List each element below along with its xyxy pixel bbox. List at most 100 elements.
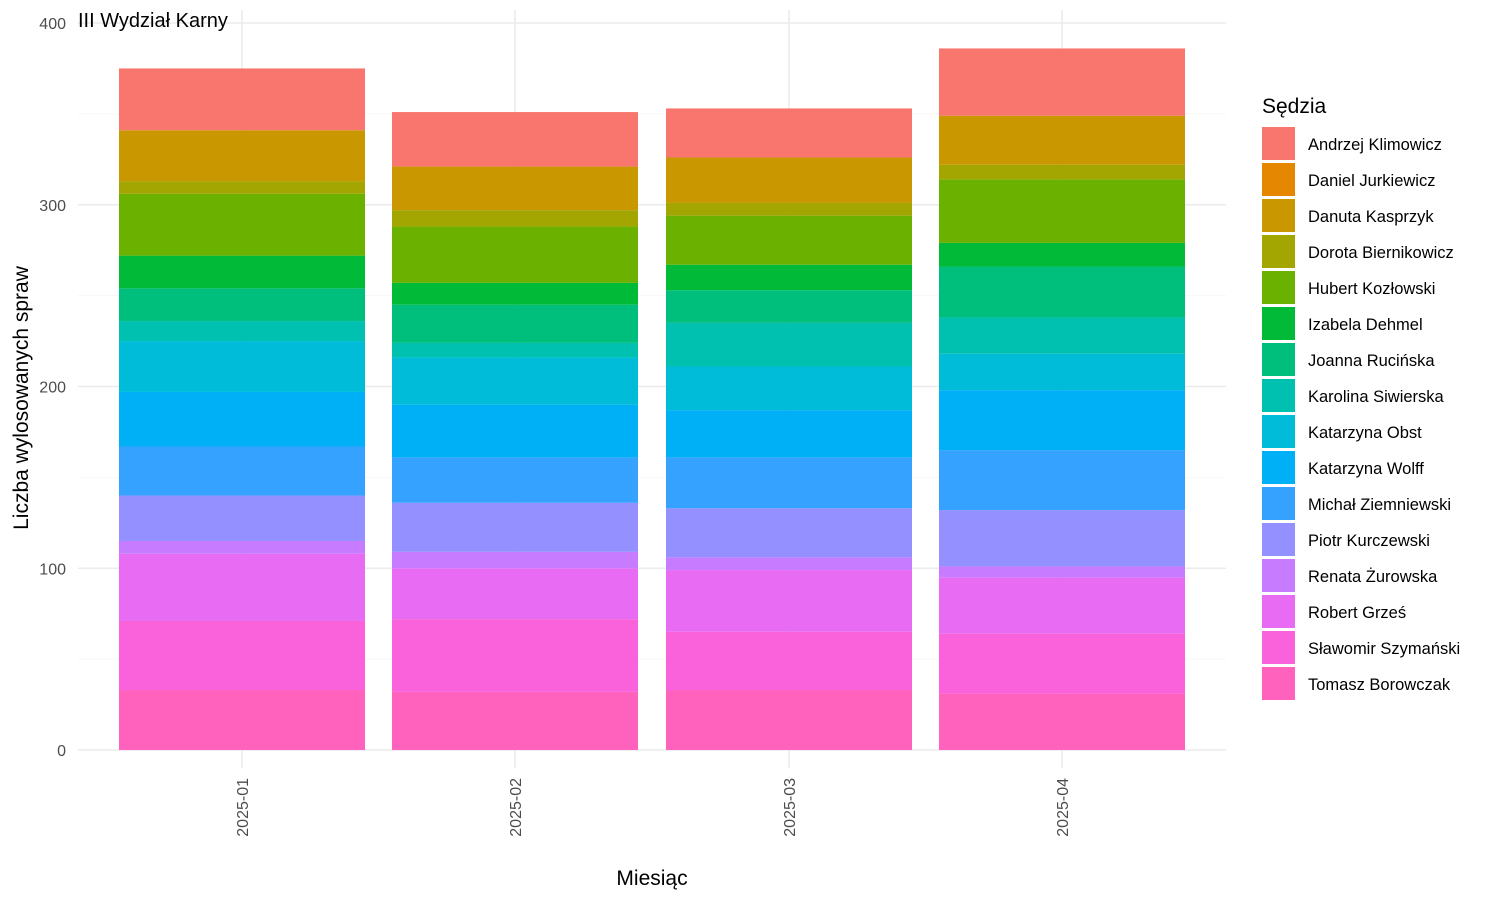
bar-segment: [666, 264, 912, 291]
x-axis-ticks: 2025-01 2025-02 2025-03 2025-04: [235, 778, 1072, 837]
legend-label: Danuta Kasprzyk: [1308, 208, 1434, 226]
bar-segment: [119, 553, 365, 621]
bar-segment: [119, 620, 365, 691]
bar-segment: [392, 551, 638, 569]
bar-segment: [666, 631, 912, 691]
legend-label: Daniel Jurkiewicz: [1308, 172, 1435, 190]
legend-swatch: [1262, 595, 1295, 628]
bar-segment: [119, 193, 365, 256]
y-axis-title: Liczba wylosowanych spraw: [10, 265, 33, 530]
bar-segment: [392, 226, 638, 283]
bar-segment: [119, 690, 365, 750]
bar-segment: [939, 693, 1185, 750]
legend-label: Andrzej Klimowicz: [1308, 136, 1442, 154]
bar-segment: [392, 166, 638, 211]
legend-label: Karolina Siwierska: [1308, 388, 1445, 406]
bar-segment: [666, 366, 912, 411]
bar-segment: [666, 557, 912, 571]
bar-segment: [119, 321, 365, 342]
bar-segment: [666, 322, 912, 367]
legend-label: Izabela Dehmel: [1308, 316, 1423, 334]
x-tick-label: 2025-02: [508, 778, 525, 837]
bar-segment: [392, 112, 638, 167]
bar-segment: [119, 288, 365, 322]
legend-label: Katarzyna Wolff: [1308, 460, 1424, 478]
bar-segment: [666, 508, 912, 558]
bar-segment: [119, 68, 365, 131]
legend-swatch: [1262, 487, 1295, 520]
bar-segment: [939, 450, 1185, 511]
legend-swatch: [1262, 415, 1295, 448]
x-tick-label: 2025-03: [782, 778, 799, 837]
bar-segment: [666, 215, 912, 265]
legend-swatch: [1262, 379, 1295, 412]
legend-swatch: [1262, 631, 1295, 664]
bar-segment: [119, 540, 365, 554]
y-tick-label: 400: [39, 16, 66, 33]
legend-swatch: [1262, 271, 1295, 304]
legend-label: Piotr Kurczewski: [1308, 532, 1430, 550]
legend-swatch: [1262, 559, 1295, 592]
bar-segment: [939, 317, 1185, 354]
bar-segment: [392, 357, 638, 405]
legend-swatch: [1262, 163, 1295, 196]
bar-segment: [666, 690, 912, 750]
bar-segment: [392, 502, 638, 552]
y-axis-ticks: 0 100 200 300 400: [39, 16, 66, 760]
legend-title: Sędzia: [1262, 95, 1327, 118]
bar-segment: [392, 457, 638, 503]
bar-segment: [392, 568, 638, 620]
legend-label: Robert Grześ: [1308, 604, 1406, 622]
bar-segment: [392, 691, 638, 750]
bar-segment: [392, 282, 638, 305]
bar-segment: [392, 619, 638, 692]
bar-segment: [119, 255, 365, 289]
legend-label: Renata Żurowska: [1308, 567, 1438, 586]
bar-segment: [392, 404, 638, 458]
legend-label: Sławomir Szymański: [1308, 640, 1460, 658]
bar-segment: [666, 570, 912, 632]
bar-segment: [392, 210, 638, 227]
y-tick-label: 300: [39, 198, 66, 215]
bar-segment: [666, 410, 912, 458]
legend-swatch: [1262, 451, 1295, 484]
bar-segment: [666, 157, 912, 203]
bar-segment: [119, 181, 365, 194]
bar-segment: [119, 391, 365, 447]
bar-segment: [666, 202, 912, 216]
y-tick-label: 200: [39, 380, 66, 397]
bar-segment: [392, 304, 638, 343]
bar-segment: [939, 48, 1185, 116]
legend-swatch: [1262, 343, 1295, 376]
bar-segment: [666, 457, 912, 509]
legend-swatch: [1262, 523, 1295, 556]
bar-segment: [939, 390, 1185, 451]
legend-swatch: [1262, 667, 1295, 700]
legend-label: Joanna Rucińska: [1308, 352, 1435, 370]
bar-segment: [939, 242, 1185, 267]
chart-title: III Wydział Karny: [78, 10, 228, 32]
x-axis-title: Miesiąc: [616, 867, 687, 890]
legend-swatch: [1262, 307, 1295, 340]
x-tick-label: 2025-04: [1055, 778, 1072, 837]
bar-segment: [939, 633, 1185, 694]
bar-segment: [666, 290, 912, 323]
legend-label: Katarzyna Obst: [1308, 424, 1422, 442]
legend-label: Hubert Kozłowski: [1308, 280, 1435, 298]
legend-swatch: [1262, 199, 1295, 232]
bar-segment: [666, 108, 912, 158]
y-tick-label: 0: [57, 743, 66, 760]
bar-segment: [119, 446, 365, 496]
bar-segment: [119, 495, 365, 541]
bar-segment: [939, 577, 1185, 634]
legend-label: Dorota Biernikowicz: [1308, 244, 1454, 262]
bar-segment: [119, 130, 365, 182]
bar-segment: [939, 179, 1185, 243]
bar-segment: [939, 115, 1185, 165]
bar-segment: [939, 266, 1185, 318]
bar-segments: [119, 48, 1185, 750]
bar-segment: [939, 510, 1185, 567]
x-tick-label: 2025-01: [235, 778, 252, 837]
legend-label: Michał Ziemniewski: [1308, 496, 1451, 514]
